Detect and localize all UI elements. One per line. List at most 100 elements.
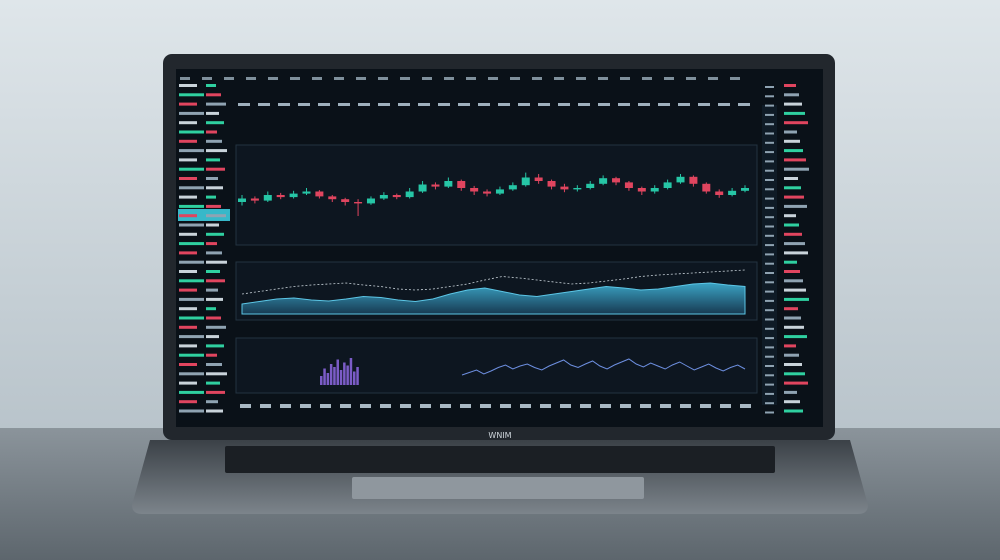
text-placeholder [206, 297, 223, 301]
toolbar-item [260, 404, 271, 408]
toolbar-item [498, 103, 510, 106]
volume-bar [326, 373, 330, 385]
text-placeholder [784, 130, 797, 134]
toolbar-item [580, 404, 591, 408]
text-placeholder [179, 353, 204, 357]
toolbar-item [420, 404, 431, 408]
toolbar-item [532, 77, 542, 80]
text-placeholder [765, 272, 774, 274]
text-placeholder [179, 381, 197, 385]
text-placeholder [765, 374, 774, 377]
text-placeholder [206, 186, 223, 190]
toolbar-item [258, 103, 270, 106]
text-placeholder [179, 223, 204, 227]
volume-bar [356, 367, 359, 385]
text-placeholder [206, 102, 226, 106]
text-placeholder [179, 260, 204, 264]
trackpad [352, 477, 644, 499]
text-placeholder [206, 177, 218, 180]
text-placeholder [784, 335, 807, 339]
toolbar-item [640, 404, 651, 408]
toolbar-item [338, 103, 350, 106]
text-placeholder [784, 139, 800, 143]
candle-body [637, 188, 646, 192]
toolbar-item [444, 77, 454, 80]
toolbar-item [680, 404, 691, 408]
toolbar-item [224, 77, 234, 80]
text-placeholder [784, 186, 801, 190]
toolbar-item [598, 77, 608, 80]
text-placeholder [765, 402, 774, 405]
text-placeholder [784, 363, 802, 366]
toolbar-item [202, 77, 212, 80]
text-placeholder [206, 335, 219, 339]
toolbar-item [480, 404, 491, 408]
candle-body [534, 177, 543, 181]
text-placeholder [765, 290, 774, 293]
candle-body [418, 184, 427, 192]
text-placeholder [784, 177, 798, 180]
volume-bar [333, 367, 336, 385]
text-placeholder [179, 158, 197, 162]
text-placeholder [206, 316, 221, 320]
text-placeholder [765, 309, 774, 312]
mini-line [461, 358, 746, 376]
candle-body [354, 202, 363, 204]
toolbar-item [300, 404, 311, 408]
text-placeholder [179, 204, 204, 208]
text-placeholder [179, 251, 197, 255]
text-placeholder [179, 316, 204, 320]
text-placeholder [784, 232, 802, 236]
toolbar-item [400, 77, 410, 80]
toolbar-item [700, 404, 711, 408]
candle-body [599, 178, 608, 184]
volume-bar [339, 370, 343, 385]
toolbar-item [620, 77, 630, 80]
toolbar-item [618, 103, 630, 106]
text-placeholder [765, 365, 774, 367]
text-placeholder [765, 318, 774, 321]
text-placeholder [206, 167, 225, 171]
text-placeholder [179, 242, 204, 246]
text-placeholder [765, 113, 774, 116]
toolbar-item [478, 103, 490, 106]
text-placeholder [179, 270, 197, 273]
toolbar-item [340, 404, 351, 408]
text-placeholder [206, 251, 222, 255]
candle-panel [235, 144, 758, 246]
toolbar-item [290, 77, 300, 80]
candle-body [612, 178, 621, 183]
text-placeholder [784, 260, 797, 264]
candle-body [379, 195, 388, 199]
text-placeholder [179, 102, 197, 106]
volume-bar [353, 371, 356, 385]
text-placeholder [206, 260, 227, 264]
text-placeholder [179, 177, 197, 180]
candle-body [508, 185, 517, 190]
text-placeholder [765, 132, 774, 135]
text-placeholder [765, 346, 774, 349]
candle-body [676, 176, 685, 183]
text-placeholder [206, 223, 219, 227]
text-placeholder [765, 206, 774, 209]
text-placeholder [765, 123, 774, 126]
text-placeholder [784, 121, 808, 125]
text-placeholder [765, 383, 774, 386]
candle-body [315, 191, 324, 197]
toolbar-item [518, 103, 530, 106]
text-placeholder [784, 158, 806, 162]
text-placeholder [784, 288, 806, 292]
text-placeholder [179, 400, 197, 404]
teal-button[interactable] [178, 209, 230, 221]
candle-body [521, 177, 530, 186]
text-placeholder [784, 307, 798, 311]
text-placeholder [784, 195, 804, 199]
toolbar-item [360, 404, 371, 408]
text-placeholder [765, 225, 774, 228]
trend-line [241, 269, 746, 295]
text-placeholder [179, 325, 197, 329]
toolbar-item [422, 77, 432, 80]
toolbar-item [418, 103, 430, 106]
text-placeholder [765, 299, 774, 302]
text-placeholder [765, 104, 774, 107]
